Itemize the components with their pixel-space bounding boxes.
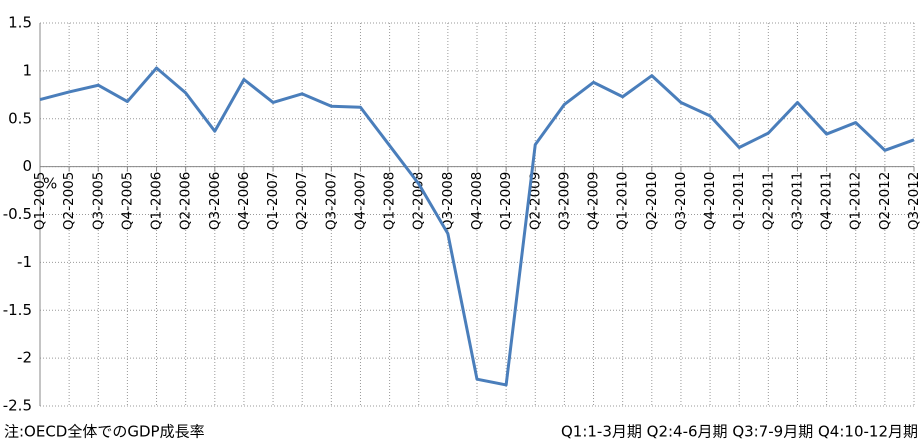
- y-tick-label: -1.5: [3, 301, 32, 319]
- y-tick-label: 1: [22, 61, 32, 79]
- x-tick-label: Q4-2007: [352, 172, 368, 230]
- x-tick-label: Q4-2006: [236, 172, 252, 230]
- x-tick-label: Q4-2011: [819, 172, 835, 230]
- x-tick-label: Q2-2006: [178, 172, 194, 230]
- x-tick-label: Q3-2006: [207, 172, 223, 230]
- x-tick-label: Q4-2005: [119, 172, 135, 230]
- note: Q1:1-3月期 Q2:4-6月期 Q3:7-9月期 Q4:10-12月期: [561, 423, 918, 441]
- x-tick-label: Q2-2011: [760, 172, 776, 230]
- y-tick-label: 0.5: [8, 109, 32, 127]
- y-tick-label: -2: [17, 349, 32, 367]
- x-tick-label: Q3-2012: [906, 172, 922, 230]
- x-tick-label: Q3-2007: [323, 172, 339, 230]
- x-tick-label: Q1-2012: [848, 172, 864, 230]
- x-tick-label: Q3-2005: [90, 172, 106, 230]
- x-tick-label: Q2-2005: [61, 172, 77, 230]
- y-tick-label: -0.5: [3, 205, 32, 223]
- y-axis-label: %: [43, 175, 57, 193]
- x-tick-label: Q4-2010: [702, 172, 718, 230]
- x-tick-label: Q1-2005: [32, 172, 48, 230]
- x-tick-label: Q3-2008: [440, 172, 456, 230]
- x-tick-label: Q1-2007: [265, 172, 281, 230]
- x-tick-label: Q1-2010: [615, 172, 631, 230]
- x-tick-label: Q3-2009: [556, 172, 572, 230]
- x-tick-label: Q2-2008: [411, 172, 427, 230]
- x-tick-label: Q1-2006: [149, 172, 165, 230]
- x-tick-label: Q3-2011: [789, 172, 805, 230]
- note: 注:OECD全体でのGDP成長率: [4, 423, 205, 441]
- x-tick-label: Q2-2010: [644, 172, 660, 230]
- x-tick-label: Q1-2011: [731, 172, 747, 230]
- y-tick-label: -1: [17, 253, 32, 271]
- x-tick-label: Q4-2009: [586, 172, 602, 230]
- x-tick-label: Q4-2008: [469, 172, 485, 230]
- x-tick-label: Q3-2010: [673, 172, 689, 230]
- x-tick-label: Q1-2008: [382, 172, 398, 230]
- x-tick-label: Q2-2007: [294, 172, 310, 230]
- y-tick-label: 0: [22, 157, 32, 175]
- x-tick-label: Q2-2012: [877, 172, 893, 230]
- x-tick-label: Q1-2009: [498, 172, 514, 230]
- y-tick-label: -2.5: [3, 397, 32, 415]
- line-series: [39, 66, 915, 387]
- y-tick-label: 1.5: [8, 14, 32, 32]
